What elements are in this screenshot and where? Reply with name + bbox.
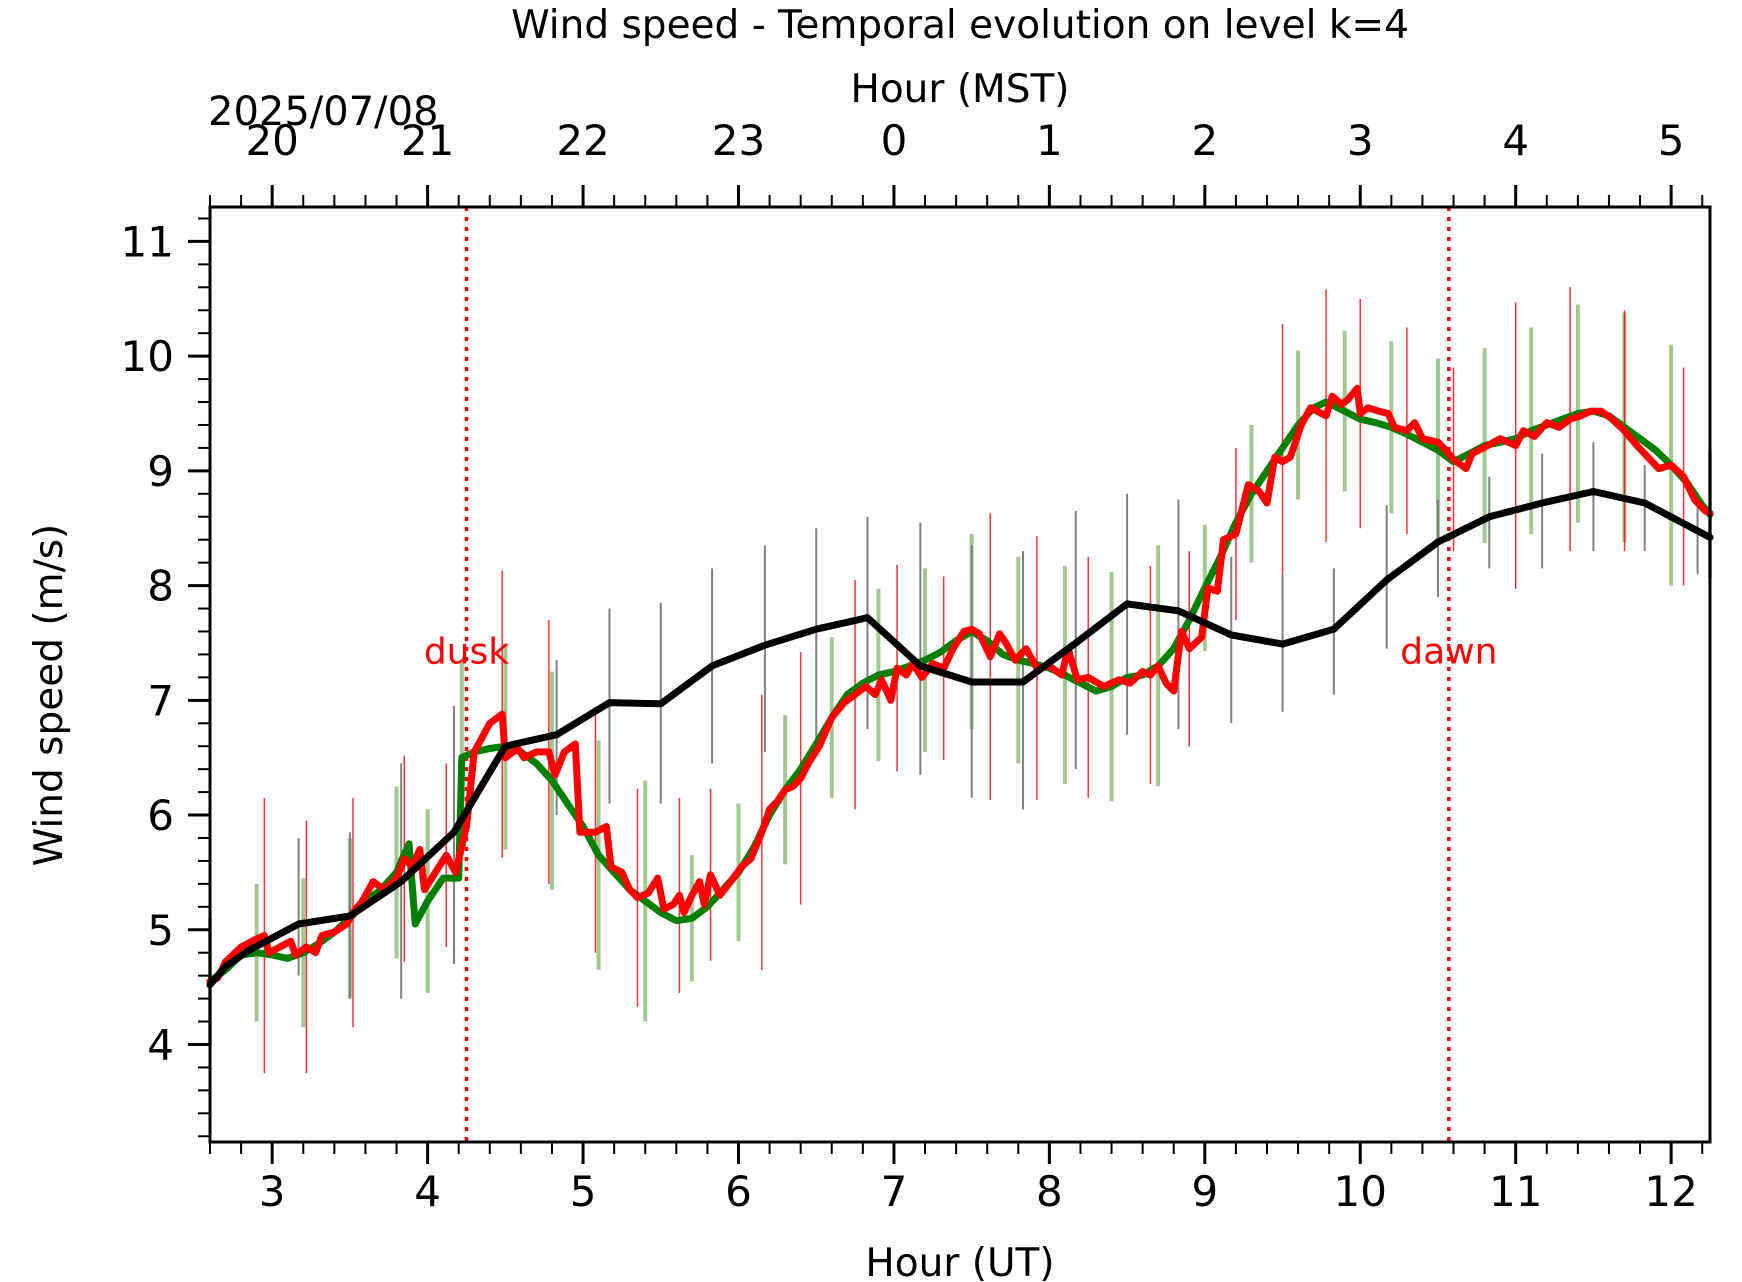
event-label: dusk bbox=[424, 632, 509, 673]
x-tick-label: 9 bbox=[1191, 1167, 1218, 1216]
x-tick-label: 8 bbox=[1036, 1167, 1063, 1216]
x2-tick-label: 2 bbox=[1191, 116, 1218, 165]
event-label: dawn bbox=[1400, 632, 1497, 673]
x-tick-label: 7 bbox=[881, 1167, 908, 1216]
x2-tick-label: 3 bbox=[1347, 116, 1374, 165]
x-tick-label: 4 bbox=[414, 1167, 441, 1216]
x2-tick-label: 1 bbox=[1036, 116, 1063, 165]
x-tick-label: 12 bbox=[1644, 1167, 1697, 1216]
y-tick-label: 11 bbox=[121, 217, 174, 266]
date-label: 2025/07/08 bbox=[208, 89, 439, 135]
y-tick-label: 5 bbox=[147, 906, 174, 955]
x2-tick-label: 23 bbox=[712, 116, 765, 165]
y-tick-label: 9 bbox=[147, 447, 174, 496]
series-line bbox=[206, 398, 1714, 985]
y-axis-label: Wind speed (m/s) bbox=[27, 524, 72, 867]
x2-tick-label: 4 bbox=[1502, 116, 1529, 165]
series-line bbox=[206, 384, 1714, 985]
x2-tick-label: 0 bbox=[881, 116, 908, 165]
series-line bbox=[206, 488, 1714, 989]
x-tick-label: 10 bbox=[1334, 1167, 1387, 1216]
y-tick-label: 8 bbox=[147, 562, 174, 611]
x-tick-label: 11 bbox=[1489, 1167, 1542, 1216]
x2-tick-label: 22 bbox=[556, 116, 609, 165]
y-tick-label: 6 bbox=[147, 791, 174, 840]
x-axis-label: Hour (UT) bbox=[865, 1241, 1054, 1282]
y-tick-label: 4 bbox=[147, 1020, 174, 1069]
chart-title: Wind speed - Temporal evolution on level… bbox=[511, 3, 1409, 48]
x2-tick-label: 21 bbox=[401, 116, 454, 165]
y-tick-label: 7 bbox=[147, 676, 174, 725]
x2-tick-label: 5 bbox=[1658, 116, 1685, 165]
x2-tick-label: 20 bbox=[245, 116, 298, 165]
events-layer: dusk dawn bbox=[424, 207, 1497, 1142]
series-layer bbox=[206, 384, 1714, 989]
y-tick-label: 10 bbox=[121, 332, 174, 381]
x2-axis-label: Hour (MST) bbox=[851, 67, 1070, 112]
plot-frame bbox=[208, 205, 1712, 1144]
x-tick-label: 3 bbox=[259, 1167, 286, 1216]
x-tick-label: 6 bbox=[725, 1167, 752, 1216]
x-tick-label: 5 bbox=[570, 1167, 597, 1216]
